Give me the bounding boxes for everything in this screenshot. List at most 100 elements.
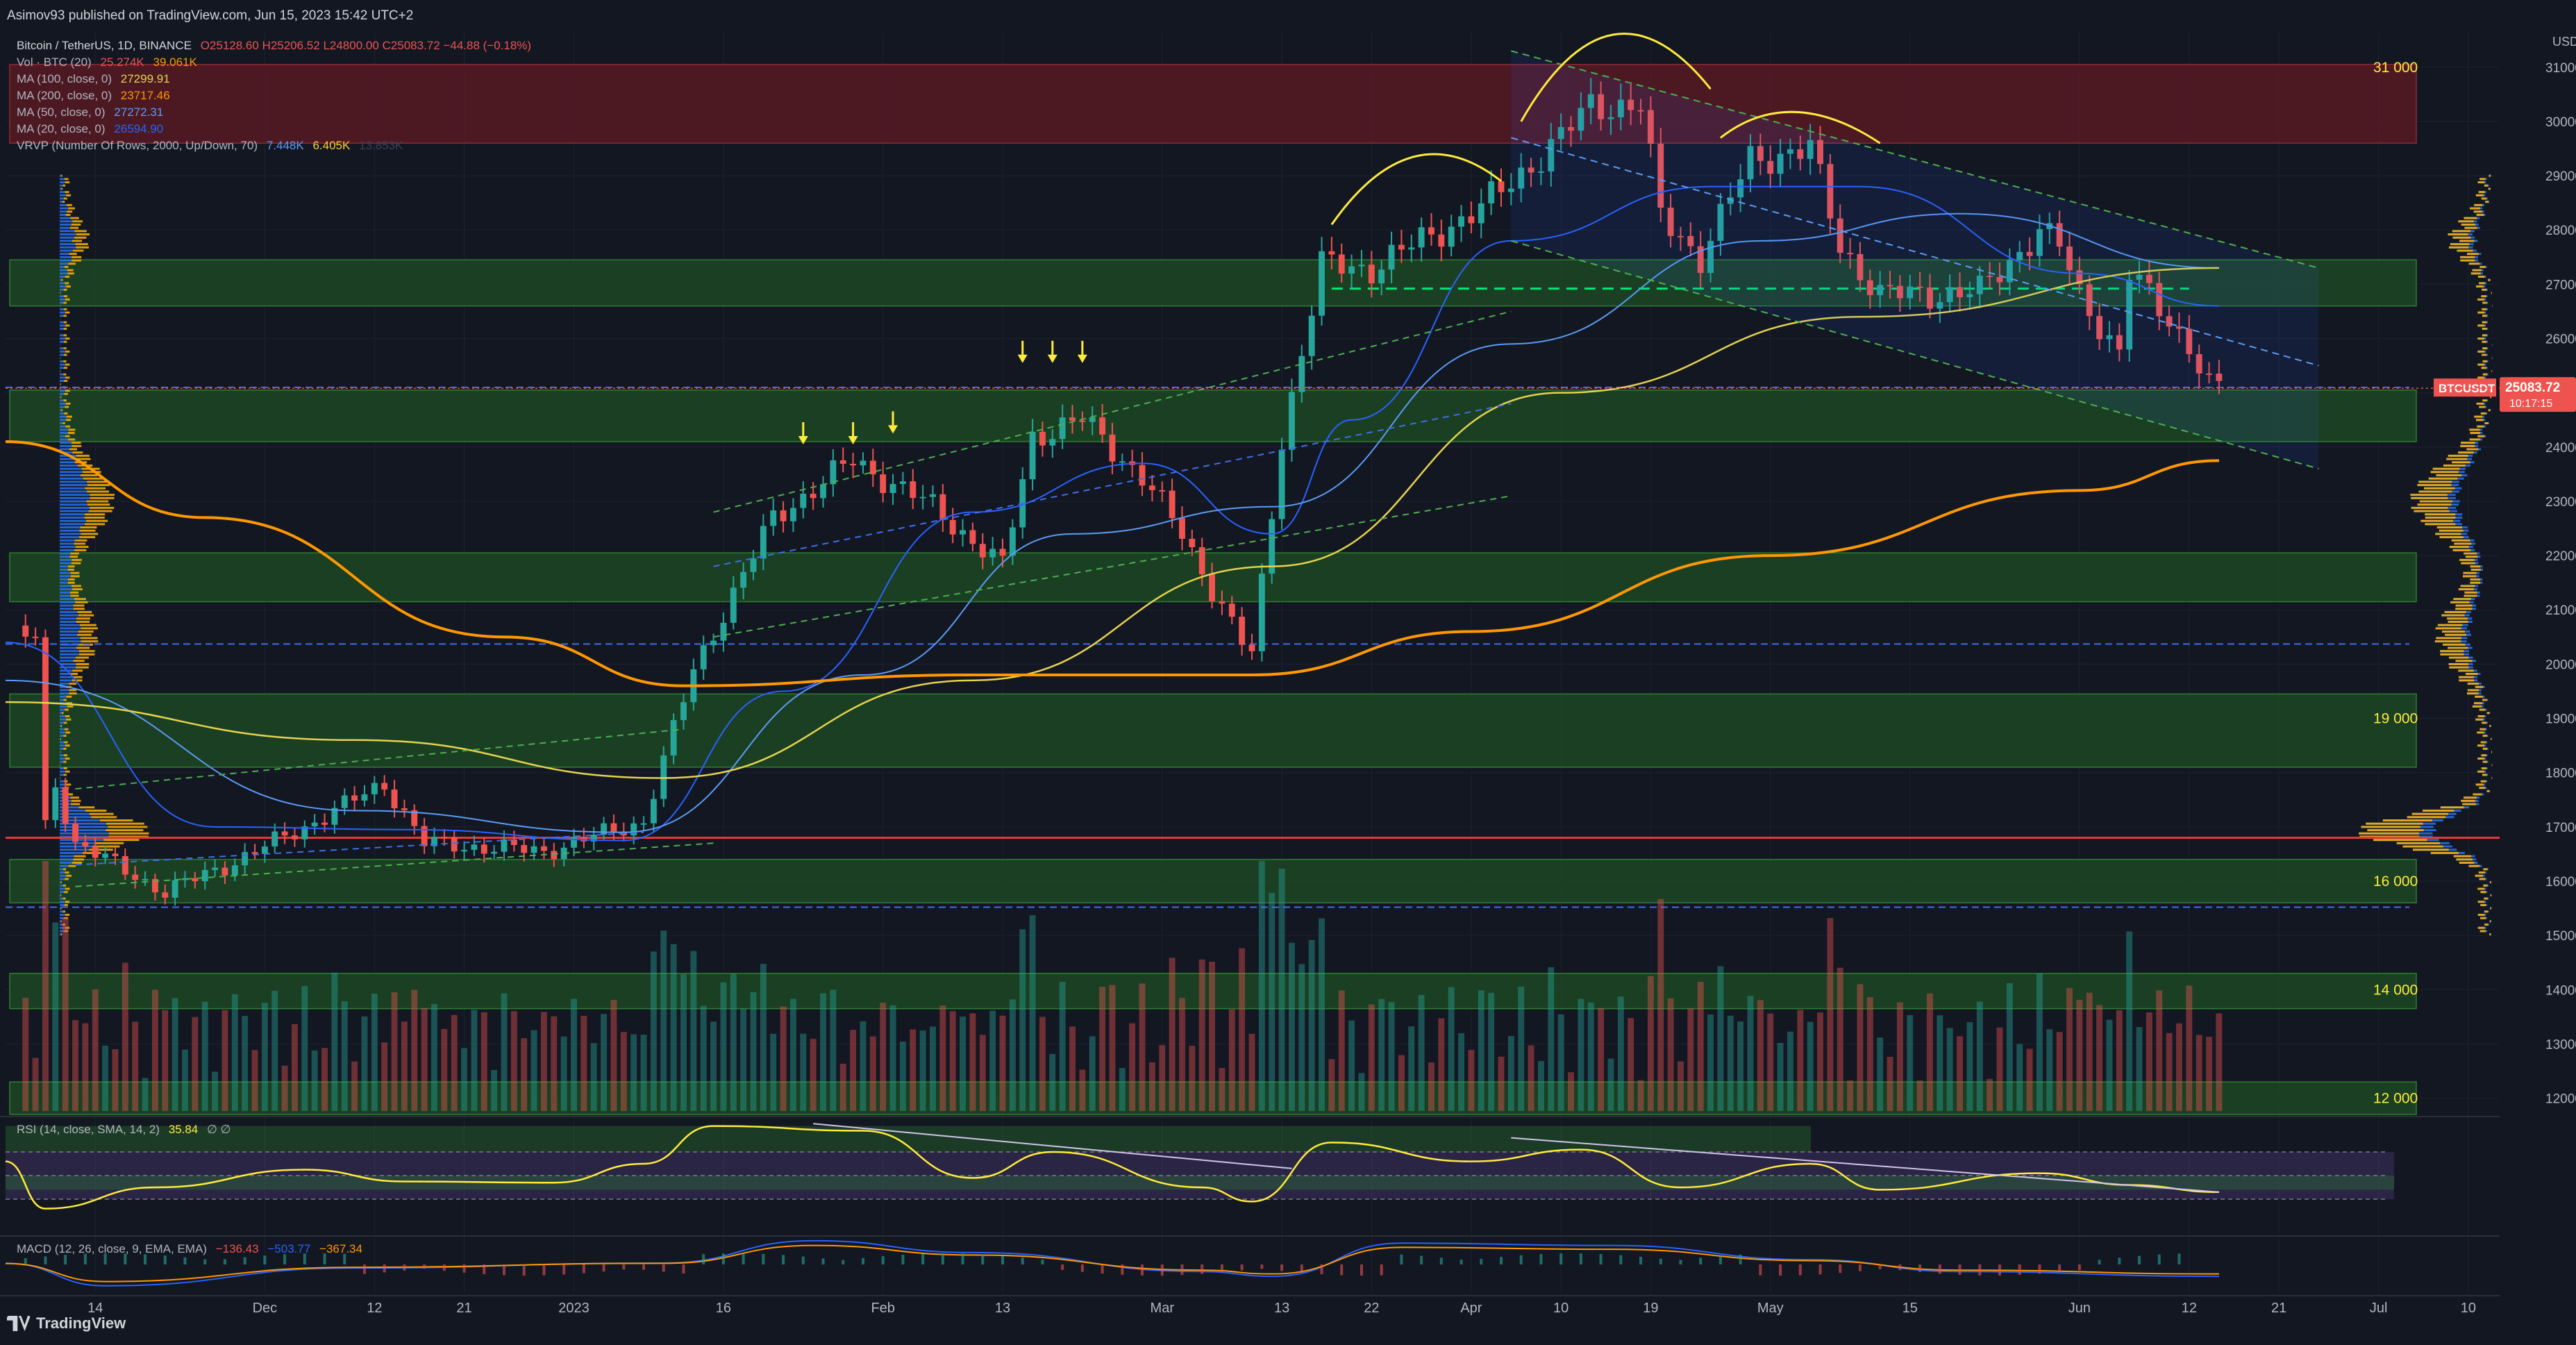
legend-vrvp-row[interactable]: VRVP (Number Of Rows, 2000, Up/Down, 70)… [17, 137, 531, 154]
candle [1269, 511, 1276, 584]
profile-bar-down [2425, 516, 2456, 519]
profile-bar-up [60, 884, 63, 887]
support-zone [9, 973, 2417, 1010]
macd-histogram-bar [383, 1264, 386, 1273]
profile-bar-up [60, 471, 83, 474]
candle [32, 627, 39, 646]
profile-bar-down [72, 249, 84, 252]
candle [750, 549, 757, 580]
trend-line-blue [75, 831, 644, 866]
candle-body [122, 855, 128, 875]
profile-bar-down [70, 217, 79, 219]
profile-bar-down [62, 201, 65, 203]
legend-ma100-row[interactable]: MA (100, close, 0) 27299.91 [17, 71, 531, 87]
candle-body [510, 839, 517, 846]
volume-bar [62, 917, 69, 1111]
candle [1209, 562, 1216, 609]
profile-bar-down [2466, 673, 2478, 676]
candle [1847, 237, 1854, 269]
candle-body [1418, 227, 1425, 248]
date-tick-label: 21 [456, 1301, 471, 1316]
profile-bar-down [2439, 536, 2464, 539]
macd-histogram-bar [542, 1264, 546, 1276]
candle [1348, 254, 1355, 289]
profile-bar-down [2470, 207, 2480, 210]
candle-body [2086, 284, 2093, 317]
profile-bar-down [2464, 552, 2477, 555]
candle-body [2016, 251, 2023, 260]
macd-histogram-bar [1380, 1264, 1383, 1276]
macd-histogram-bar [2018, 1264, 2021, 1275]
candle-body [1328, 251, 1335, 255]
macd-histogram-bar [1420, 1255, 1423, 1264]
macd-histogram-bar [1240, 1264, 1244, 1271]
profile-bar-up [60, 787, 65, 790]
profile-bar-down [63, 373, 67, 376]
candle-body [730, 587, 737, 623]
candle [1737, 164, 1744, 212]
legend-ma200-row[interactable]: MA (200, close, 0) 23717.46 [17, 87, 531, 104]
profile-bar-down [2455, 604, 2473, 607]
macd-histogram-bar [662, 1264, 665, 1272]
candle [122, 848, 128, 880]
volume-bar [2096, 1005, 2103, 1111]
candle-body [670, 720, 677, 755]
volume-bar [1319, 918, 1325, 1111]
profile-bar-up [60, 425, 66, 428]
rsi-legend[interactable]: RSI (14, close, SMA, 14, 2) 35.84 ∅ ∅ [17, 1121, 231, 1138]
candle [1537, 157, 1544, 185]
volume-bar [510, 1011, 517, 1111]
candle [1228, 596, 1235, 625]
legend-ma20-row[interactable]: MA (20, close, 0) 26594.90 [17, 121, 531, 137]
volume-bar [32, 1058, 39, 1111]
profile-bar-down [78, 630, 94, 633]
candle [530, 838, 537, 860]
profile-bar-up [60, 731, 66, 734]
ma200-value: 23717.46 [120, 89, 170, 102]
candle [172, 871, 178, 906]
profile-bar-up [60, 487, 85, 490]
legend-ma50-row[interactable]: MA (50, close, 0) 27272.31 [17, 104, 531, 121]
volume-bar [1288, 942, 1295, 1111]
ma20-label: MA (20, close, 0) [17, 122, 106, 135]
profile-bar-up [60, 812, 90, 815]
macd-histogram-bar [1898, 1264, 1902, 1271]
candle [22, 614, 29, 648]
arrow-head [1017, 354, 1028, 363]
tradingview-logo[interactable]: TradingView [7, 1314, 126, 1333]
candle-body [1029, 431, 1036, 480]
macd-histogram-bar [961, 1253, 964, 1264]
symbol-title[interactable]: Bitcoin / TetherUS, 1D, BINANCE [17, 39, 192, 52]
profile-bar-down [85, 809, 107, 812]
profile-bar-down [65, 350, 70, 353]
candle [1887, 270, 1893, 299]
legend-vol-row[interactable]: Vol · BTC (20) 25.274K 39.061K [17, 54, 531, 71]
profile-bar-down [2477, 324, 2485, 327]
profile-bar-up [60, 806, 79, 809]
candle [1877, 271, 1884, 308]
candle [1458, 205, 1465, 242]
candle-body [889, 483, 896, 494]
profile-bar-up [60, 197, 64, 200]
profile-bar-down [2382, 819, 2432, 822]
candle [1896, 275, 1903, 312]
volume-bar [1099, 987, 1106, 1111]
profile-bar-up [60, 874, 67, 877]
profile-bar-down [72, 679, 83, 682]
volume-bar [1817, 1012, 1823, 1111]
macd-legend[interactable]: MACD (12, 26, close, 9, EMA, EMA) −136.4… [17, 1241, 362, 1258]
candle-body [1946, 287, 1953, 303]
macd-histogram-bar [203, 1259, 207, 1264]
candle-body [1877, 285, 1884, 296]
profile-bar-down [2477, 311, 2485, 314]
profile-bar-up [60, 523, 85, 526]
volume-bar [411, 989, 418, 1111]
macd-histogram-bar [1798, 1264, 1802, 1276]
profile-bar-up [60, 444, 72, 447]
candle [2116, 323, 2123, 362]
candle [930, 485, 936, 508]
profile-bar-down [2448, 646, 2468, 649]
candle [52, 778, 59, 828]
